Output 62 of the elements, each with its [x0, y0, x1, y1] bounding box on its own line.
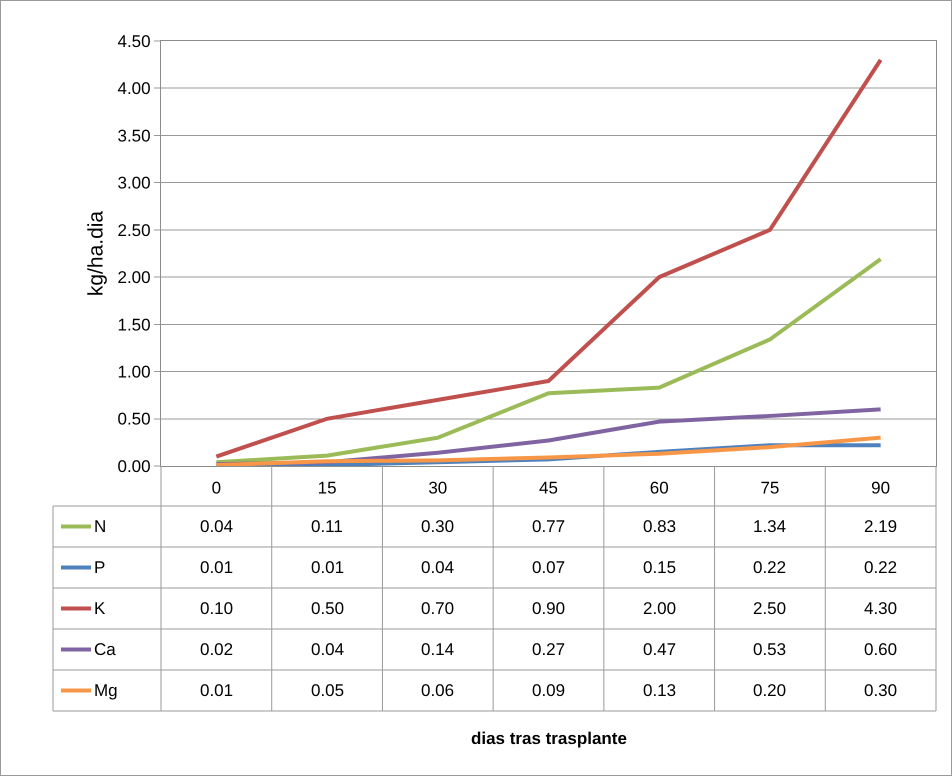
data-label: 2.00 — [643, 599, 676, 618]
data-label: 0.04 — [311, 640, 344, 659]
data-label: 0.22 — [753, 558, 786, 577]
text: dias tras trasplante — [471, 729, 627, 748]
data-label: 0.30 — [421, 517, 454, 536]
data-label: 0.20 — [753, 681, 786, 700]
line-series — [214, 436, 883, 466]
legend-label: Mg — [94, 681, 118, 700]
data-label: 0.14 — [421, 640, 454, 659]
legend-label: N — [94, 517, 106, 536]
legend-label: K — [94, 599, 106, 618]
data-label: 2.50 — [753, 599, 786, 618]
data-label: 0.47 — [643, 640, 676, 659]
x-tick-label: 60 — [650, 478, 669, 498]
x-tick-label: 30 — [428, 478, 448, 498]
data-label: 0.09 — [532, 681, 566, 700]
y-tick-label: 2.50 — [118, 220, 151, 240]
data-label: 0.53 — [753, 640, 786, 659]
data-label: 0.90 — [532, 599, 566, 618]
x-tick-label: 0 — [212, 478, 222, 498]
y-tick-label: 1.00 — [118, 362, 151, 382]
line-series — [214, 257, 883, 464]
data-label: 0.77 — [532, 517, 566, 536]
x-tick-label: 15 — [318, 478, 337, 498]
line-series — [214, 58, 883, 459]
y-tick-label: 4.50 — [118, 32, 151, 51]
x-tick-label: 75 — [760, 478, 780, 498]
data-label: 0.11 — [311, 517, 343, 536]
y-tick-label: 1.50 — [118, 315, 151, 334]
data-label: 0.22 — [864, 558, 898, 577]
data-label: 0.01 — [200, 681, 234, 700]
y-tick-label: 2.00 — [118, 268, 151, 288]
data-label: 0.70 — [421, 599, 454, 618]
y-tick-label: 4.00 — [118, 79, 151, 98]
data-label: 0.83 — [643, 517, 676, 536]
legend-label: P — [94, 558, 106, 577]
data-label: 0.60 — [864, 640, 898, 659]
data-label: 0.02 — [200, 640, 234, 659]
x-tick-label: 90 — [871, 478, 890, 498]
y-tick-label: 0.00 — [118, 456, 151, 476]
data-label: 0.04 — [421, 558, 454, 577]
data-label: 0.06 — [421, 681, 454, 700]
legend-label: Ca — [94, 640, 116, 659]
data-label: 0.07 — [532, 558, 566, 577]
data-label: 0.01 — [311, 558, 344, 577]
data-label: 0.04 — [200, 517, 234, 536]
data-label: 0.01 — [200, 558, 234, 577]
y-tick-label: 3.00 — [118, 174, 151, 193]
x-tick-label: 45 — [539, 478, 558, 498]
data-label: 4.30 — [864, 599, 898, 618]
y-axis-title: kg/ha.dia — [84, 210, 108, 296]
data-label: 0.27 — [532, 640, 566, 659]
data-label: 0.13 — [643, 681, 676, 700]
data-label: 0.10 — [200, 599, 234, 618]
data-label: 0.30 — [864, 681, 898, 700]
y-tick-label: 3.50 — [118, 126, 151, 146]
data-label: 0.50 — [311, 599, 344, 618]
data-label: 0.15 — [643, 558, 676, 577]
data-label: 2.19 — [864, 517, 898, 536]
y-tick-label: 0.50 — [118, 410, 151, 429]
data-label: 1.34 — [753, 517, 786, 536]
data-label: 0.05 — [311, 681, 344, 700]
